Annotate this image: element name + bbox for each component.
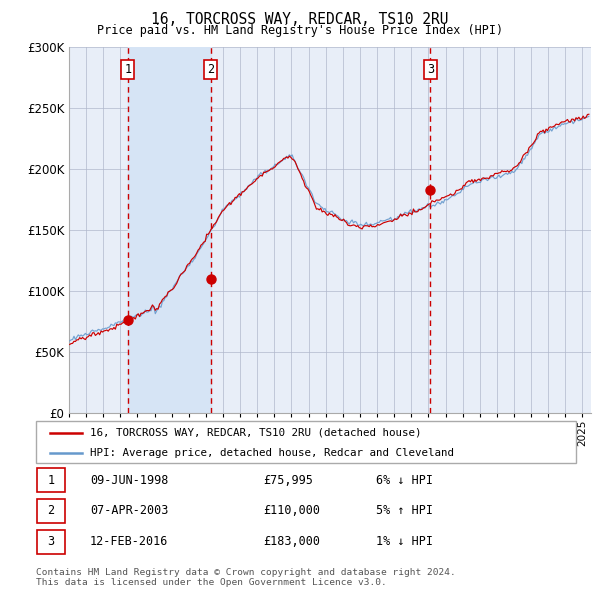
FancyBboxPatch shape [37, 530, 65, 553]
Text: 3: 3 [47, 535, 55, 548]
Text: 16, TORCROSS WAY, REDCAR, TS10 2RU: 16, TORCROSS WAY, REDCAR, TS10 2RU [151, 12, 449, 27]
Text: 1: 1 [47, 474, 55, 487]
FancyBboxPatch shape [37, 499, 65, 523]
Text: 6% ↓ HPI: 6% ↓ HPI [376, 474, 433, 487]
Bar [128, 47, 211, 413]
FancyBboxPatch shape [36, 421, 576, 463]
Text: £183,000: £183,000 [263, 535, 320, 548]
Text: Contains HM Land Registry data © Crown copyright and database right 2024.
This d: Contains HM Land Registry data © Crown c… [36, 568, 456, 587]
Text: £75,995: £75,995 [263, 474, 313, 487]
Text: 16, TORCROSS WAY, REDCAR, TS10 2RU (detached house): 16, TORCROSS WAY, REDCAR, TS10 2RU (deta… [90, 428, 421, 438]
Text: 12-FEB-2016: 12-FEB-2016 [90, 535, 169, 548]
Text: 1% ↓ HPI: 1% ↓ HPI [376, 535, 433, 548]
Text: 2: 2 [47, 504, 55, 517]
Text: 09-JUN-1998: 09-JUN-1998 [90, 474, 169, 487]
Text: Price paid vs. HM Land Registry's House Price Index (HPI): Price paid vs. HM Land Registry's House … [97, 24, 503, 37]
Text: 07-APR-2003: 07-APR-2003 [90, 504, 169, 517]
FancyBboxPatch shape [37, 468, 65, 492]
Text: 5% ↑ HPI: 5% ↑ HPI [376, 504, 433, 517]
Text: 3: 3 [427, 63, 434, 76]
Text: 2: 2 [207, 63, 214, 76]
Text: 1: 1 [124, 63, 131, 76]
Text: HPI: Average price, detached house, Redcar and Cleveland: HPI: Average price, detached house, Redc… [90, 448, 454, 457]
Text: £110,000: £110,000 [263, 504, 320, 517]
